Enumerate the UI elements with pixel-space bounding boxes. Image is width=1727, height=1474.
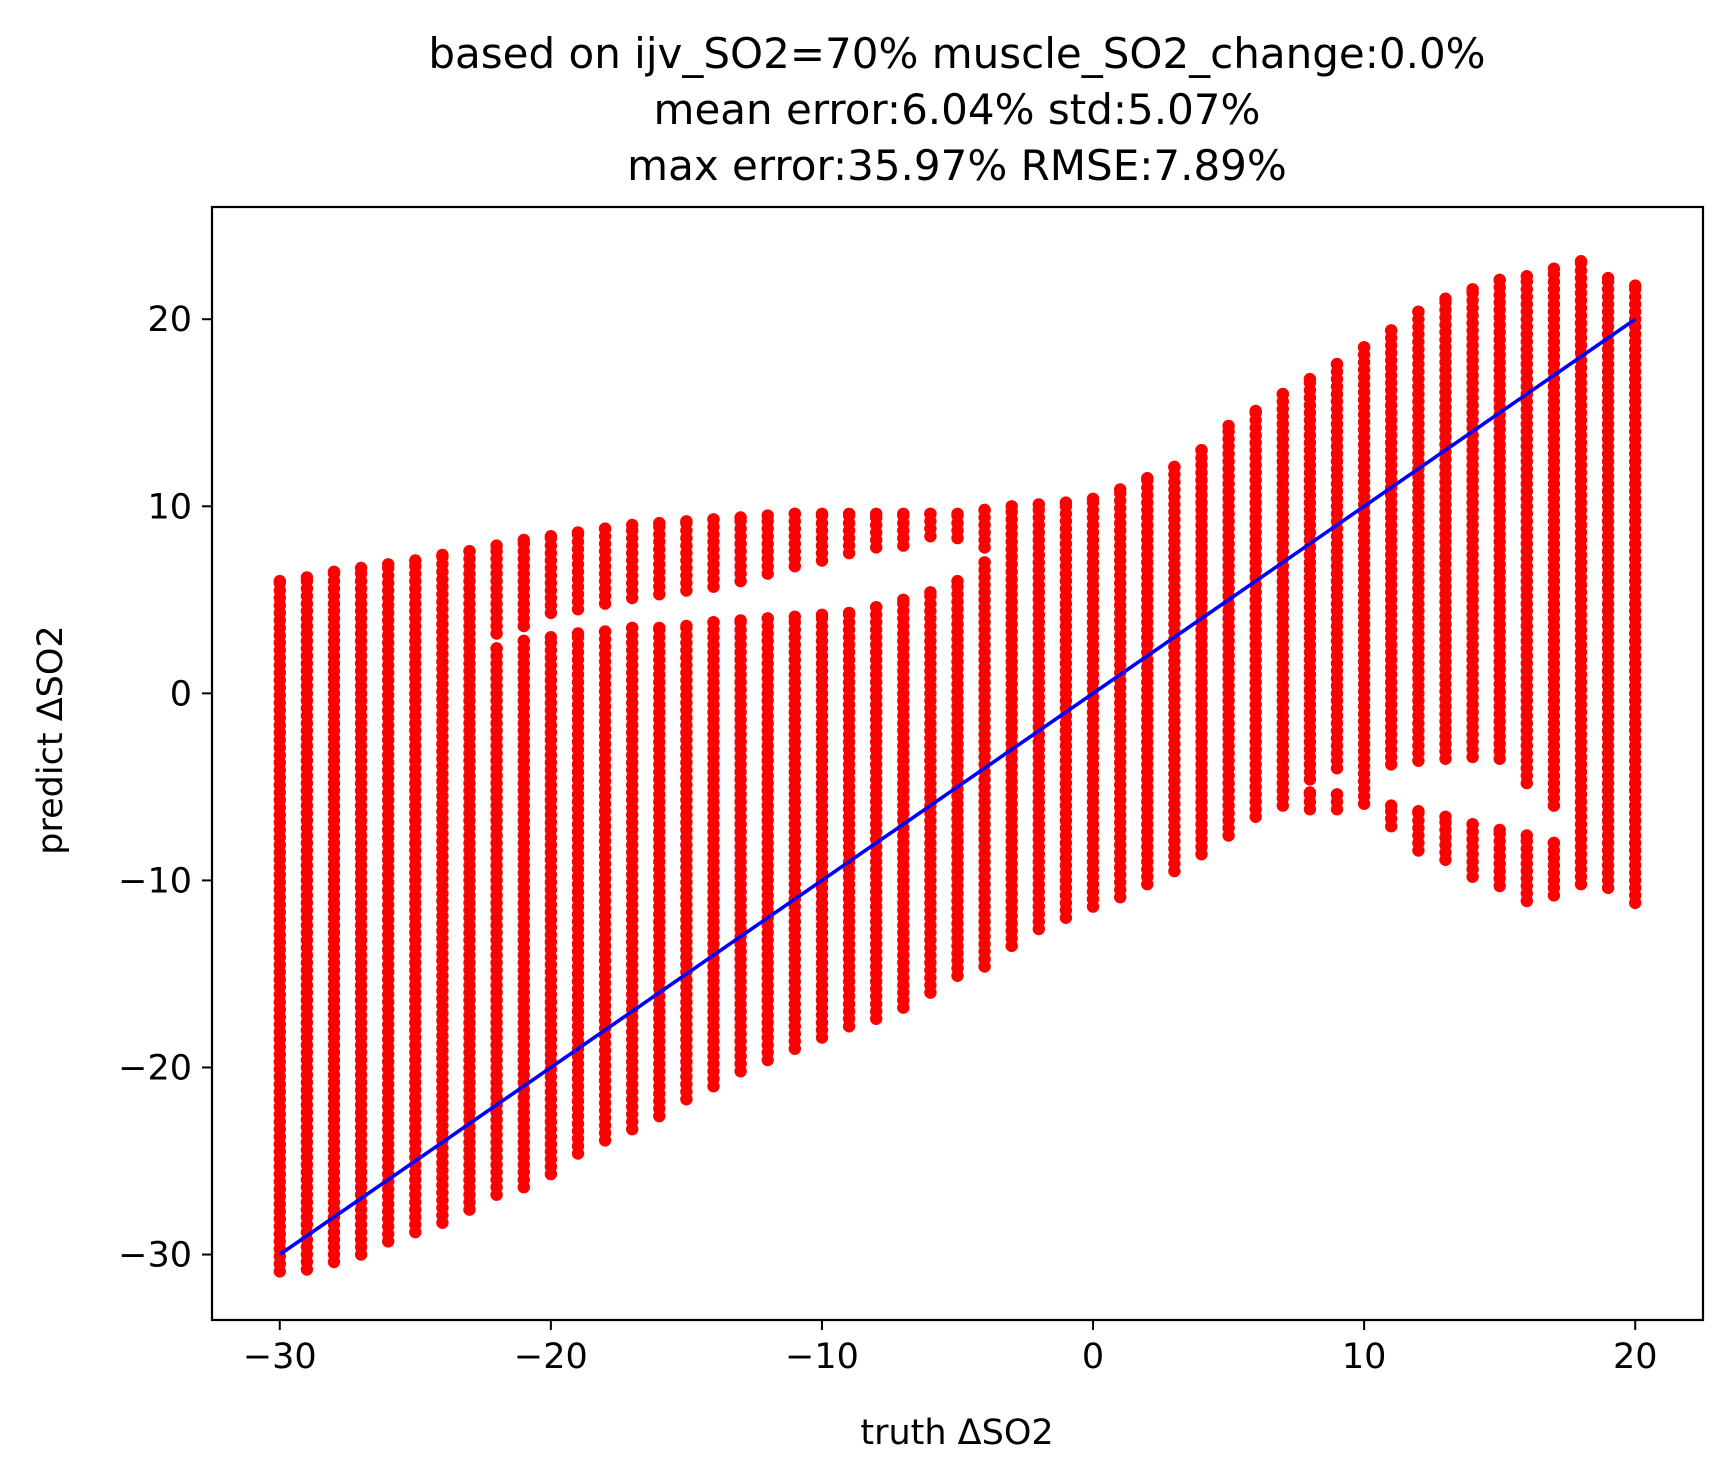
x-tick-label: −20 — [514, 1337, 588, 1377]
chart-title-line-2: mean error:6.04% std:5.07% — [654, 85, 1261, 134]
scatter-point — [842, 606, 856, 620]
chart-title-line-1: based on ijv_SO2=70% muscle_SO2_change:0… — [428, 29, 1485, 78]
scatter-point — [436, 548, 449, 562]
scatter-point — [1547, 836, 1561, 850]
scatter-point — [842, 507, 856, 520]
scatter-point — [1086, 492, 1100, 505]
scatter-point — [1493, 273, 1506, 287]
scatter-point — [1168, 460, 1181, 474]
scatter-point — [1222, 419, 1235, 433]
scatter-point — [734, 511, 747, 524]
x-axis-label: truth ΔSO2 — [860, 1413, 1053, 1453]
scatter-point — [571, 627, 585, 640]
scatter-point — [1493, 823, 1506, 837]
scatter-point — [1141, 472, 1154, 485]
scatter-point — [1330, 357, 1344, 371]
scatter-point — [1357, 341, 1371, 354]
scatter-point — [1276, 387, 1290, 401]
scatter-point — [707, 513, 720, 526]
scatter-point — [924, 586, 937, 599]
scatter-point — [1385, 799, 1398, 812]
scatter-point — [1195, 444, 1208, 457]
scatter-point — [1439, 292, 1452, 305]
scatter-point — [788, 507, 801, 520]
scatter-point — [1466, 283, 1479, 296]
scatter-point — [300, 571, 314, 584]
scatter-point — [517, 634, 530, 648]
scatter-point — [1520, 829, 1534, 842]
scatter-point — [761, 612, 774, 625]
scatter-point — [1466, 818, 1479, 831]
chart-title-line-3: max error:35.97% RMSE:7.89% — [627, 141, 1287, 190]
scatter-point — [1574, 255, 1588, 268]
x-tick-label: 0 — [1082, 1337, 1104, 1377]
scatter-point — [490, 539, 503, 552]
scatter-point — [382, 558, 395, 571]
scatter-point — [1059, 496, 1073, 509]
scatter-point — [653, 516, 666, 530]
scatter-point — [1601, 271, 1615, 285]
plot-area — [273, 255, 1642, 1278]
scatter-point — [680, 619, 693, 633]
scatter-point — [761, 509, 774, 522]
scatter-point — [1330, 788, 1344, 801]
y-tick-label: −30 — [118, 1236, 192, 1276]
scatter-point — [327, 565, 341, 578]
scatter-point — [1303, 786, 1317, 799]
scatter-point — [734, 614, 747, 627]
scatter-point — [707, 616, 720, 629]
scatter-point — [653, 621, 666, 635]
scatter-point — [1547, 262, 1561, 275]
scatter-point — [788, 610, 801, 623]
y-tick-label: −20 — [118, 1048, 192, 1088]
y-tick-label: 10 — [147, 487, 192, 527]
scatter-point — [897, 593, 910, 606]
scatter-point — [598, 522, 612, 535]
scatter-point — [354, 561, 368, 575]
scatter-point — [517, 533, 530, 547]
scatter-point — [598, 625, 612, 638]
scatter-point — [1439, 810, 1452, 823]
scatter-point — [1032, 498, 1046, 511]
scatter-point — [490, 642, 503, 655]
scatter-point — [626, 518, 639, 532]
scatter-point — [1114, 483, 1127, 496]
scatter-point — [1520, 270, 1534, 283]
scatter-point — [626, 621, 639, 635]
y-axis-label: predict ΔSO2 — [31, 625, 71, 854]
scatter-point — [1005, 500, 1018, 513]
scatter-point — [680, 515, 693, 528]
scatter-point — [273, 574, 286, 588]
scatter-point — [1412, 805, 1425, 818]
scatter-point — [1412, 305, 1425, 318]
scatter-point — [1303, 372, 1317, 386]
scatter-point — [978, 503, 991, 517]
x-tick-label: 20 — [1613, 1337, 1658, 1377]
scatter-point — [951, 574, 964, 588]
scatter-point — [544, 631, 558, 644]
scatter-point — [1249, 404, 1262, 418]
scatter-point — [897, 507, 910, 520]
scatter-point — [1385, 324, 1398, 337]
scatter-point — [463, 545, 476, 558]
scatter-point — [571, 526, 585, 539]
y-tick-label: −10 — [118, 861, 192, 901]
y-tick-label: 0 — [170, 674, 192, 714]
scatter-point — [815, 608, 829, 621]
scatter-point — [978, 556, 991, 569]
scatter-point — [951, 507, 964, 520]
scatter-point — [924, 507, 937, 520]
x-tick-label: −30 — [243, 1337, 317, 1377]
scatter-point — [1629, 279, 1642, 292]
x-tick-label: −10 — [785, 1337, 859, 1377]
scatter-point — [870, 601, 883, 614]
x-tick-label: 10 — [1342, 1337, 1387, 1377]
scatter-point — [544, 530, 558, 543]
scatter-point — [870, 507, 883, 520]
scatter-point — [409, 554, 422, 567]
scatter-point — [815, 507, 829, 520]
y-tick-label: 20 — [147, 300, 192, 340]
